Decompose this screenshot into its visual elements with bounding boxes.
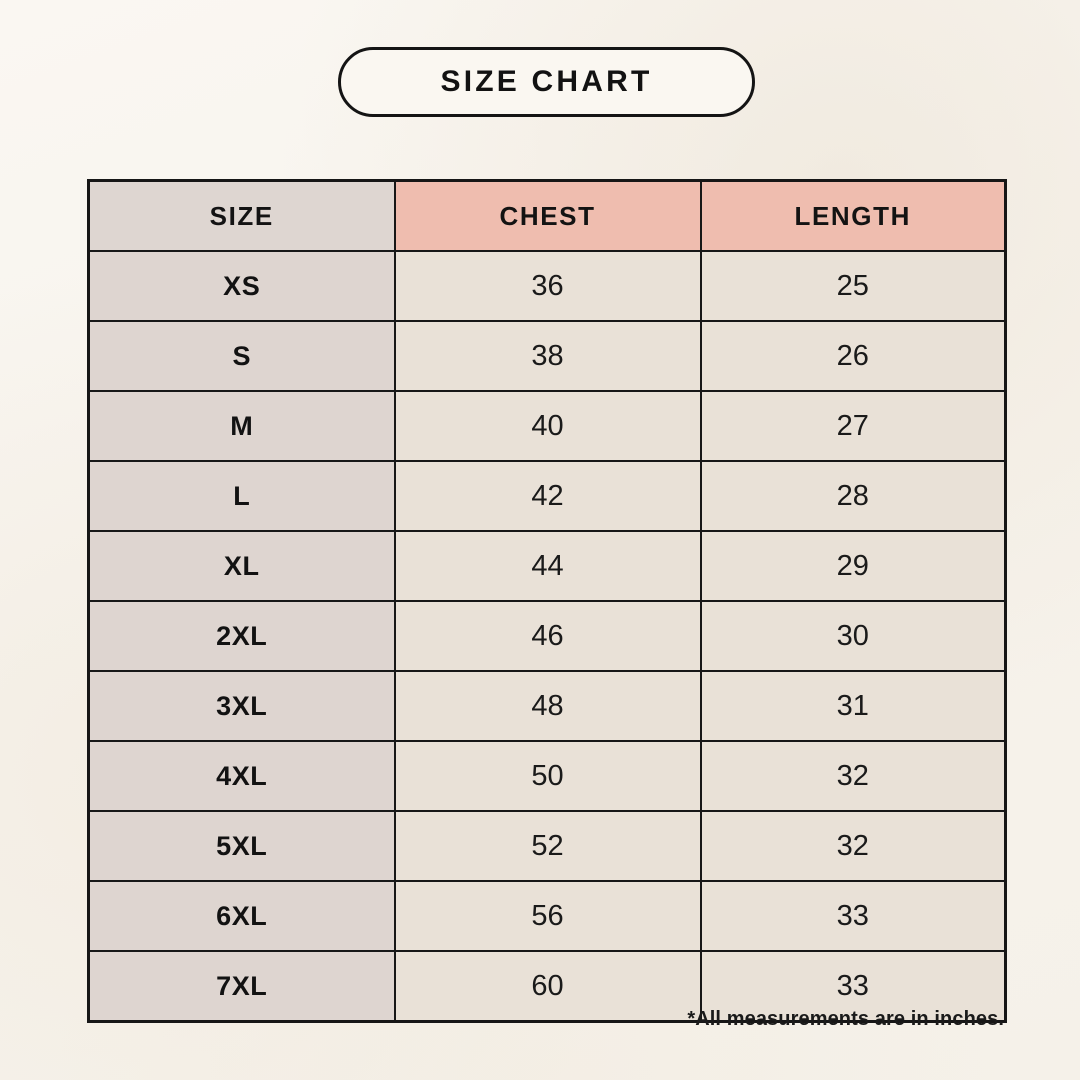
cell-chest: 56 bbox=[393, 880, 702, 952]
cell-size: 5XL bbox=[87, 810, 396, 882]
table-body: XS 36 25 S 38 26 M 40 27 L 42 28 XL 44 29 2XL 46 30 3XL 48 3… bbox=[87, 250, 1007, 1023]
cell-chest: 60 bbox=[393, 950, 702, 1023]
cell-length: 33 bbox=[699, 950, 1007, 1023]
size-chart-table: SIZE CHEST LENGTH XS 36 25 S 38 26 M 40 27 L 42 28 X… bbox=[87, 179, 1007, 1023]
cell-size: XS bbox=[87, 250, 396, 322]
cell-length: 31 bbox=[699, 670, 1007, 742]
table-row: XL 44 29 bbox=[87, 530, 1007, 602]
table-row: S 38 26 bbox=[87, 320, 1007, 392]
cell-size: L bbox=[87, 460, 396, 532]
cell-length: 32 bbox=[699, 810, 1007, 882]
cell-length: 30 bbox=[699, 600, 1007, 672]
cell-length: 26 bbox=[699, 320, 1007, 392]
cell-chest: 48 bbox=[393, 670, 702, 742]
column-header-chest: CHEST bbox=[393, 179, 702, 252]
cell-length: 25 bbox=[699, 250, 1007, 322]
cell-size: 4XL bbox=[87, 740, 396, 812]
cell-size: 7XL bbox=[87, 950, 396, 1023]
title-pill: SIZE CHART bbox=[338, 47, 755, 117]
cell-chest: 38 bbox=[393, 320, 702, 392]
cell-length: 27 bbox=[699, 390, 1007, 462]
cell-length: 29 bbox=[699, 530, 1007, 602]
cell-chest: 52 bbox=[393, 810, 702, 882]
table-header-row: SIZE CHEST LENGTH bbox=[87, 179, 1007, 252]
cell-size: 6XL bbox=[87, 880, 396, 952]
cell-length: 28 bbox=[699, 460, 1007, 532]
cell-chest: 42 bbox=[393, 460, 702, 532]
cell-chest: 36 bbox=[393, 250, 702, 322]
table-row: 2XL 46 30 bbox=[87, 600, 1007, 672]
table-row: 6XL 56 33 bbox=[87, 880, 1007, 952]
cell-length: 33 bbox=[699, 880, 1007, 952]
table-row: 7XL 60 33 bbox=[87, 950, 1007, 1023]
cell-chest: 46 bbox=[393, 600, 702, 672]
size-table-container: SIZE CHEST LENGTH XS 36 25 S 38 26 M 40 27 L 42 28 X… bbox=[87, 179, 1007, 1023]
cell-chest: 44 bbox=[393, 530, 702, 602]
cell-size: XL bbox=[87, 530, 396, 602]
cell-size: 2XL bbox=[87, 600, 396, 672]
page-title: SIZE CHART bbox=[440, 65, 653, 98]
table-row: 3XL 48 31 bbox=[87, 670, 1007, 742]
table-row: 5XL 52 32 bbox=[87, 810, 1007, 882]
table-row: XS 36 25 bbox=[87, 250, 1007, 322]
cell-size: 3XL bbox=[87, 670, 396, 742]
cell-chest: 50 bbox=[393, 740, 702, 812]
column-header-length: LENGTH bbox=[699, 179, 1007, 252]
cell-chest: 40 bbox=[393, 390, 702, 462]
table-header: SIZE CHEST LENGTH bbox=[87, 179, 1007, 252]
table-row: L 42 28 bbox=[87, 460, 1007, 532]
column-header-size: SIZE bbox=[87, 179, 396, 252]
cell-size: M bbox=[87, 390, 396, 462]
table-row: M 40 27 bbox=[87, 390, 1007, 462]
table-row: 4XL 50 32 bbox=[87, 740, 1007, 812]
cell-size: S bbox=[87, 320, 396, 392]
measurement-footnote: *All measurements are in inches. bbox=[687, 1008, 1004, 1030]
cell-length: 32 bbox=[699, 740, 1007, 812]
